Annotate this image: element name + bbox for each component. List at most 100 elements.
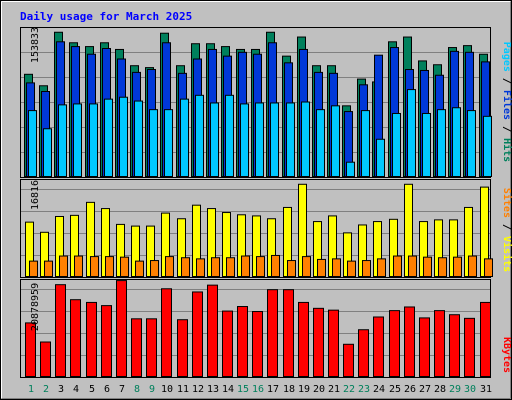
bar-sites: [347, 260, 356, 277]
bar-pages: [225, 94, 234, 177]
bar-sites: [256, 256, 265, 278]
bar-kbytes: [434, 310, 445, 377]
bar-pages: [331, 105, 340, 177]
x-tick-label: 18: [283, 384, 295, 395]
panel-visits-sites: 16816 Sites / Visits: [20, 179, 512, 278]
bar-sites: [90, 256, 99, 278]
x-tick-label: 29: [449, 384, 461, 395]
legend-kbytes: KBytes: [501, 337, 512, 373]
bar-kbytes: [328, 309, 339, 378]
x-tick-label: 12: [192, 384, 204, 395]
bar-kbytes: [192, 291, 203, 378]
panel-hits-bars: [24, 31, 492, 178]
bar-pages: [210, 102, 219, 177]
bar-kbytes: [480, 301, 491, 377]
bar-kbytes: [25, 322, 36, 377]
bar-kbytes: [222, 310, 233, 377]
bar-kbytes: [146, 318, 157, 377]
x-tick-label: 16: [252, 384, 264, 395]
bar-sites: [59, 255, 68, 277]
legend-visits-text: Sites / Visits: [501, 188, 512, 272]
x-tick-label: 3: [58, 384, 64, 395]
bar-pages: [361, 110, 370, 177]
x-tick-label: 26: [404, 384, 416, 395]
bar-kbytes: [161, 288, 172, 378]
panel-kbytes: 20878959 KBytes: [20, 279, 512, 378]
x-tick-label: 11: [177, 384, 189, 395]
x-tick-label: 17: [267, 384, 279, 395]
bar-sites: [377, 258, 386, 278]
bar-pages: [437, 109, 446, 177]
bar-kbytes: [116, 280, 127, 378]
panel-visits-ymax-label: 16816: [30, 180, 41, 210]
bar-sites: [135, 260, 144, 277]
legend-visits: Visits: [501, 236, 512, 272]
bar-sites: [105, 256, 114, 278]
x-tick-label: 9: [149, 384, 155, 395]
bar-pages: [316, 109, 325, 177]
x-tick-label: 1: [28, 384, 34, 395]
bar-sites: [453, 256, 462, 278]
x-tick-label: 6: [104, 384, 110, 395]
bar-kbytes: [298, 301, 309, 377]
bar-kbytes: [207, 284, 218, 377]
bar-kbytes: [358, 329, 369, 378]
bar-sites: [271, 254, 280, 277]
bar-sites: [196, 258, 205, 278]
x-axis-labels: 1 2 3 4 5 6 7 8 9 10 11 12 13 14 15 16 17 18 19 20 21 22 23 24 2…: [28, 384, 492, 395]
bar-kbytes: [101, 305, 112, 377]
bar-pages: [452, 107, 461, 177]
bar-kbytes: [131, 318, 142, 377]
bar-sites: [150, 260, 159, 277]
bar-pages: [270, 102, 279, 177]
bar-pages: [483, 115, 492, 178]
x-tick-label: 30: [464, 384, 476, 395]
bar-sites: [120, 256, 129, 278]
x-tick-label: 25: [389, 384, 401, 395]
bar-pages: [240, 103, 249, 177]
chart-title: Daily usage for March 2025: [20, 10, 192, 23]
x-tick-label: 23: [358, 384, 370, 395]
bar-kbytes: [389, 310, 400, 377]
x-tick-label: 13: [207, 384, 219, 395]
bar-kbytes: [313, 307, 324, 378]
x-tick-label: 5: [89, 384, 95, 395]
bar-kbytes: [252, 311, 263, 377]
bar-kbytes: [70, 299, 81, 377]
legend-files: Files: [501, 90, 512, 120]
legend-sites: Sites: [501, 188, 512, 218]
x-tick-label: 24: [373, 384, 385, 395]
x-tick-label: 20: [313, 384, 325, 395]
bar-pages: [392, 112, 401, 178]
bar-pages: [376, 138, 385, 177]
bar-pages: [286, 102, 295, 177]
bar-sites: [181, 257, 190, 278]
bar-sites: [468, 255, 477, 277]
bar-pages: [58, 104, 67, 177]
bar-kbytes: [40, 341, 51, 378]
bar-pages: [407, 89, 416, 177]
legend-sep-1: /: [501, 72, 512, 90]
panel-hits-legend: Pages / Files / Hits: [501, 42, 512, 162]
x-tick-label: 7: [119, 384, 125, 395]
bar-kbytes: [464, 317, 475, 378]
bar-sites: [484, 258, 493, 278]
legend-hits: Hits: [501, 138, 512, 162]
bar-sites: [226, 257, 235, 278]
x-tick-label: 4: [73, 384, 79, 395]
bar-kbytes: [283, 289, 294, 378]
x-tick-label: 28: [434, 384, 446, 395]
x-tick-label: 14: [222, 384, 234, 395]
bar-kbytes: [343, 343, 354, 377]
bar-pages: [134, 100, 143, 177]
panel-hits-files-pages: 153833 Pages / Files / Hits: [20, 27, 512, 178]
x-tick-label: 31: [480, 384, 492, 395]
bar-sites: [438, 257, 447, 278]
bar-pages: [149, 109, 158, 177]
bar-sites: [302, 256, 311, 278]
panel-kbytes-bars: [25, 280, 491, 378]
bar-kbytes: [449, 314, 460, 377]
bar-pages: [119, 96, 128, 177]
bar-kbytes: [177, 319, 188, 377]
